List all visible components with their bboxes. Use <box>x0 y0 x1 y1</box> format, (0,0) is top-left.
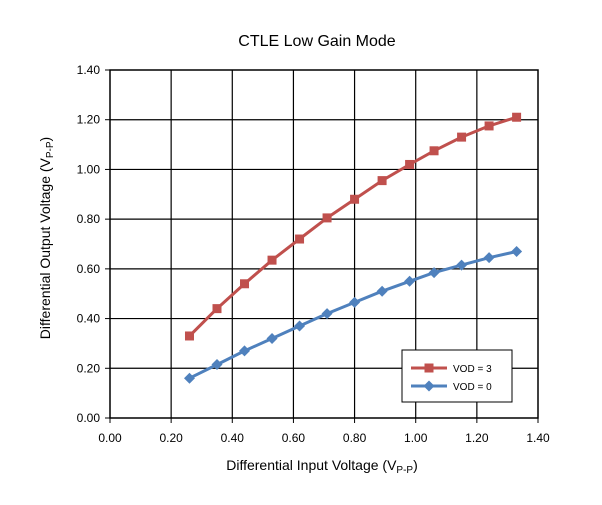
series-layer <box>183 112 523 384</box>
data-point <box>294 320 306 332</box>
data-point <box>295 234 305 244</box>
legend-marker <box>424 363 434 373</box>
x-tick-label: 1.20 <box>465 431 489 445</box>
data-point <box>511 245 523 257</box>
x-tick-label: 1.40 <box>526 431 550 445</box>
x-tick-label: 0.40 <box>221 431 245 445</box>
y-axis-label: Differential Output Voltage (VP-P) <box>37 137 56 339</box>
data-point <box>321 308 333 320</box>
data-point <box>240 279 250 289</box>
tick-labels: 0.00 0.20 0.40 0.60 0.80 1.00 1.20 1.40 0.00 0.20… <box>77 63 550 445</box>
data-point <box>349 296 361 308</box>
legend-item: VOD = 3 <box>411 363 492 375</box>
y-tick-label: 1.00 <box>77 162 101 176</box>
y-tick-label: 1.20 <box>77 113 101 127</box>
data-point <box>484 121 494 131</box>
data-point <box>267 255 277 265</box>
x-tick-label: 1.00 <box>404 431 428 445</box>
y-tick-label: 0.20 <box>77 361 101 375</box>
data-point <box>212 304 222 314</box>
x-tick-label: 0.20 <box>159 431 183 445</box>
data-point <box>457 132 467 142</box>
data-point <box>483 252 495 264</box>
data-point <box>350 194 360 204</box>
x-tick-label: 0.00 <box>98 431 122 445</box>
y-tick-label: 0.60 <box>77 262 101 276</box>
data-point <box>183 372 195 384</box>
legend-label: VOD = 0 <box>453 382 492 393</box>
legend-marker <box>423 380 435 392</box>
x-axis-label: Differential Input Voltage (VP-P) <box>226 457 418 476</box>
series-1 <box>183 245 523 384</box>
data-point <box>428 267 440 279</box>
data-point <box>211 359 223 371</box>
plot-area-border <box>109 69 539 419</box>
y-tick-label: 0.00 <box>77 411 101 425</box>
data-point <box>429 146 439 156</box>
data-point <box>184 331 194 341</box>
y-tick-label: 0.80 <box>77 212 101 226</box>
legend: VOD = 3 VOD = 0 <box>401 349 513 403</box>
x-tick-label: 0.80 <box>343 431 367 445</box>
chart-title: CTLE Low Gain Mode <box>238 33 396 50</box>
data-point <box>512 112 522 122</box>
legend-label: VOD = 3 <box>453 364 492 375</box>
data-point <box>377 176 387 186</box>
data-point <box>376 285 388 297</box>
y-tick-label: 0.40 <box>77 312 101 326</box>
data-point <box>405 159 415 169</box>
data-point <box>266 332 278 344</box>
x-tick-label: 0.60 <box>282 431 306 445</box>
legend-item: VOD = 0 <box>411 380 492 393</box>
data-point <box>322 213 332 223</box>
grid <box>110 70 538 418</box>
legend-box <box>401 349 513 403</box>
data-point <box>404 275 416 287</box>
y-tick-label: 1.40 <box>77 63 101 77</box>
data-point <box>239 345 251 357</box>
series-0 <box>184 112 522 341</box>
data-point <box>456 259 468 271</box>
